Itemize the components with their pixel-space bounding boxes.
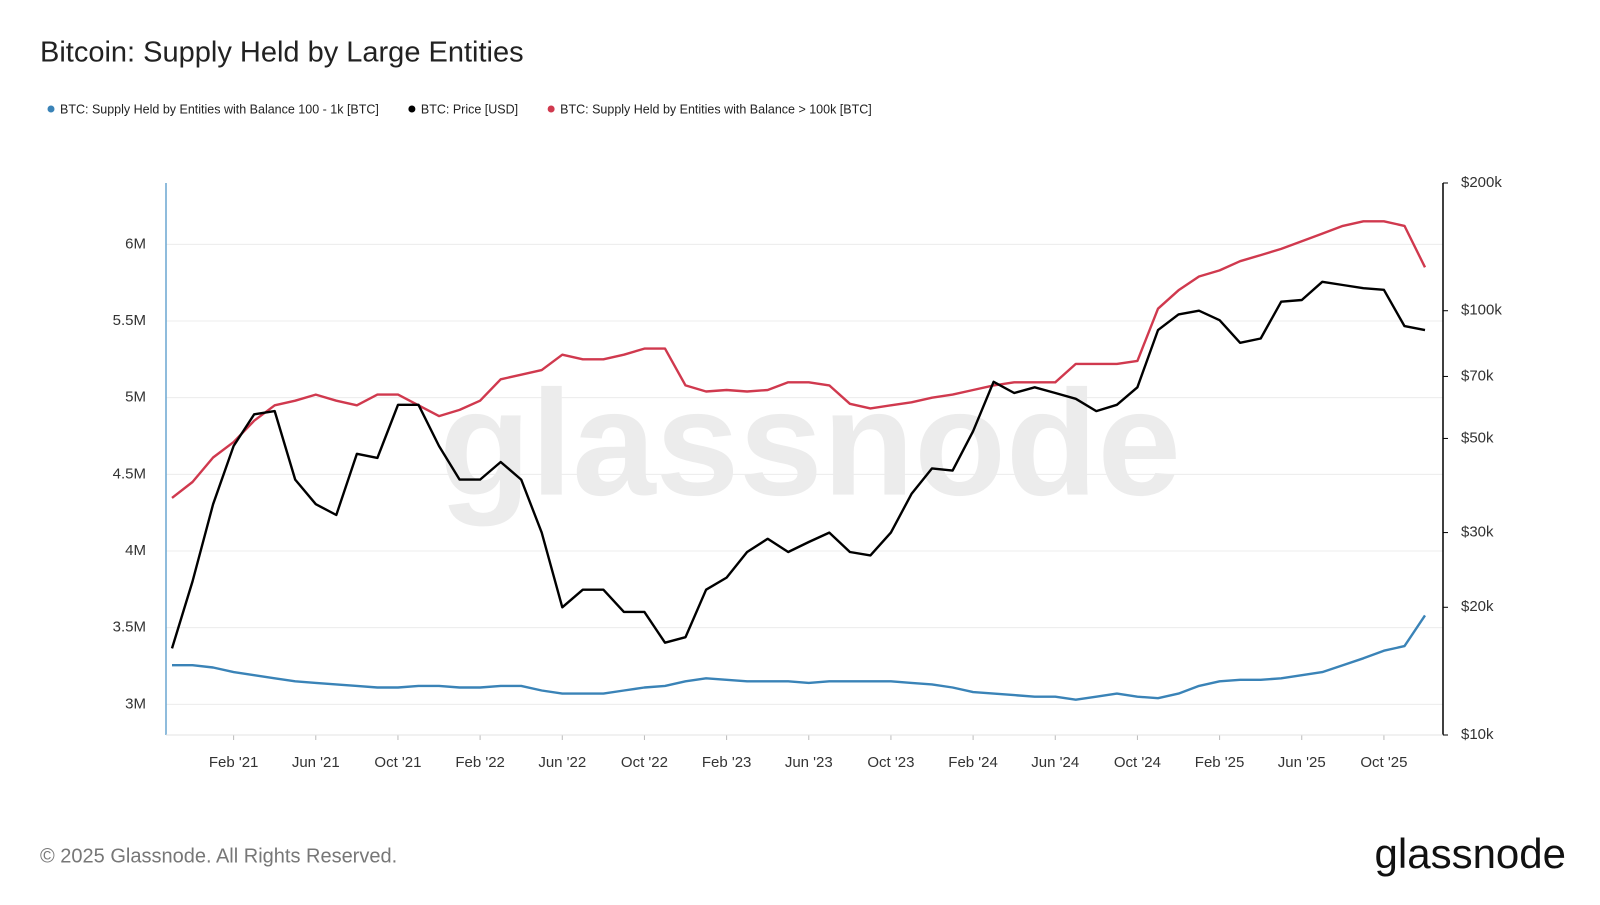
y-tick-label: 6M <box>125 235 146 252</box>
x-tick-label: Jun '21 <box>292 754 340 771</box>
x-tick-label: Feb '21 <box>209 754 259 771</box>
legend-swatch <box>408 105 416 113</box>
y2-tick-label: $10k <box>1461 726 1494 743</box>
legend-label: BTC: Price [USD] <box>421 102 518 116</box>
legend-swatch <box>547 105 555 113</box>
legend: BTC: Supply Held by Entities with Balanc… <box>47 102 872 116</box>
x-tick-label: Oct '23 <box>867 754 914 771</box>
x-tick-label: Jun '24 <box>1031 754 1079 771</box>
y-tick-label: 4M <box>125 542 146 559</box>
copyright: © 2025 Glassnode. All Rights Reserved. <box>40 845 397 867</box>
legend-label: BTC: Supply Held by Entities with Balanc… <box>60 102 379 116</box>
y2-tick-label: $30k <box>1461 524 1494 541</box>
x-tick-label: Oct '22 <box>621 754 668 771</box>
y-tick-label: 4.5M <box>113 465 146 482</box>
logo: glassnode <box>1375 830 1566 877</box>
x-tick-label: Feb '25 <box>1195 754 1245 771</box>
x-tick-label: Jun '23 <box>785 754 833 771</box>
y-tick-label: 5.5M <box>113 312 146 329</box>
x-tick-label: Oct '24 <box>1114 754 1161 771</box>
series-line <box>172 614 1426 701</box>
series-line <box>170 280 1426 649</box>
x-tick-label: Feb '23 <box>702 754 752 771</box>
watermark: glassnode <box>439 359 1181 527</box>
legend-label: BTC: Supply Held by Entities with Balanc… <box>560 102 872 116</box>
x-tick-label: Feb '24 <box>948 754 998 771</box>
y2-tick-label: $20k <box>1461 598 1494 615</box>
y2-tick-label: $200k <box>1461 174 1502 191</box>
y-tick-label: 3M <box>125 695 146 712</box>
y2-tick-label: $50k <box>1461 429 1494 446</box>
chart-title: Bitcoin: Supply Held by Large Entities <box>40 37 524 69</box>
x-tick-label: Oct '21 <box>374 754 421 771</box>
y2-tick-label: $100k <box>1461 302 1502 319</box>
y-tick-label: 3.5M <box>113 619 146 636</box>
series-line <box>171 220 1427 499</box>
x-tick-label: Jun '25 <box>1278 754 1326 771</box>
y-tick-label: 5M <box>125 389 146 406</box>
x-tick-label: Jun '22 <box>538 754 586 771</box>
legend-swatch <box>47 105 55 113</box>
x-tick-label: Oct '25 <box>1360 754 1407 771</box>
x-tick-label: Feb '22 <box>455 754 505 771</box>
y2-tick-label: $70k <box>1461 367 1494 384</box>
